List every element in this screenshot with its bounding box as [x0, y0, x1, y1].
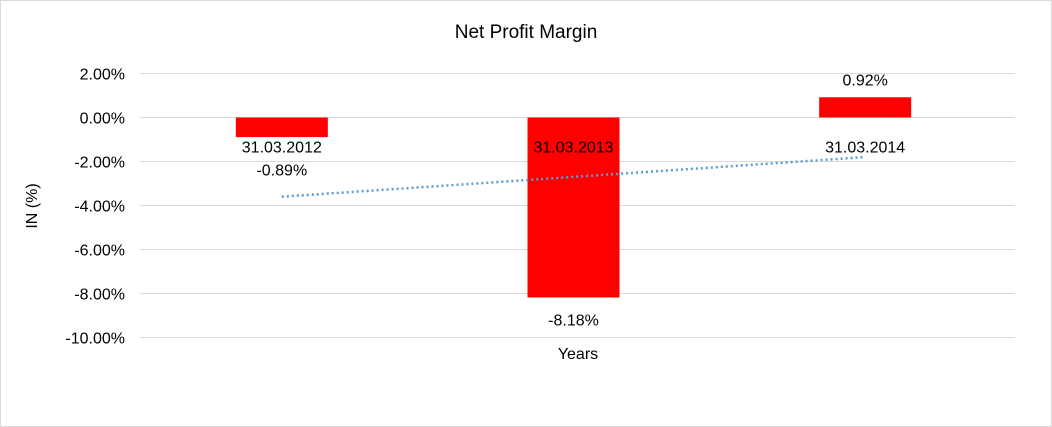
- data-label: -8.18%: [548, 312, 599, 329]
- y-tick-label: -8.00%: [74, 287, 125, 304]
- bar: [819, 97, 912, 118]
- category-label: 31.03.2013: [533, 140, 613, 157]
- chart-title: Net Profit Margin: [455, 22, 598, 43]
- y-tick-label: -6.00%: [74, 243, 125, 260]
- data-label: 0.92%: [842, 72, 887, 89]
- bar: [235, 117, 328, 138]
- y-tick-label: 0.00%: [80, 111, 125, 128]
- category-label: 31.03.2012: [242, 140, 322, 157]
- y-axis-label: IN (%): [24, 183, 41, 228]
- bar: [527, 117, 620, 298]
- y-tick-label: 2.00%: [80, 67, 125, 84]
- y-tick-label: -2.00%: [74, 155, 125, 172]
- x-axis-label: Years: [558, 346, 598, 363]
- y-tick-label: -10.00%: [65, 331, 125, 348]
- y-tick-label: -4.00%: [74, 199, 125, 216]
- data-label: -0.89%: [256, 163, 307, 180]
- category-label: 31.03.2014: [825, 140, 905, 157]
